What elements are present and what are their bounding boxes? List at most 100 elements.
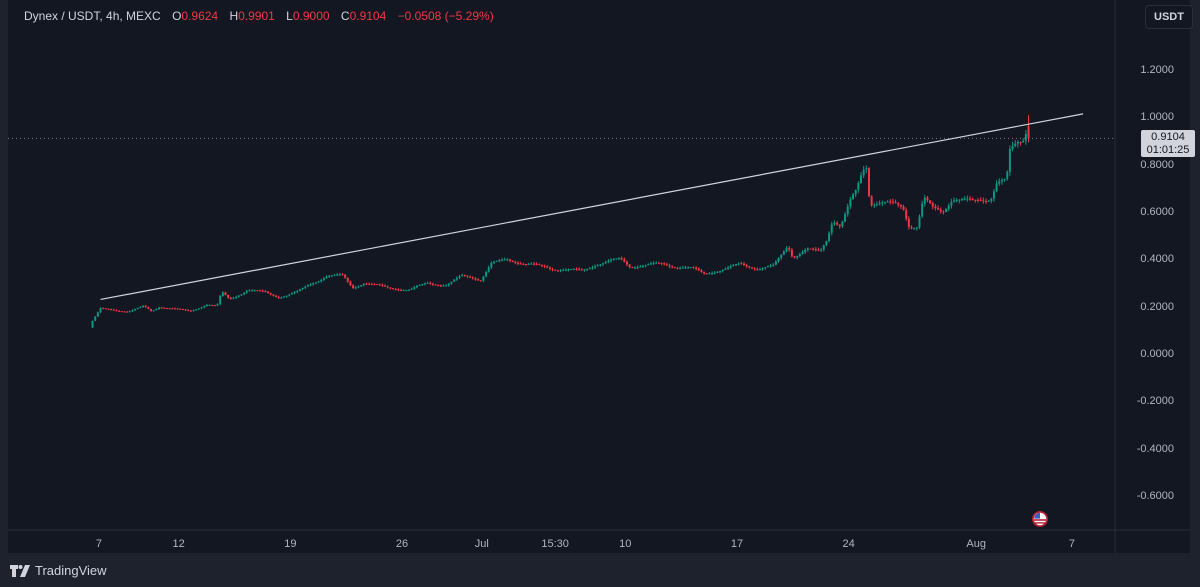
candle-body <box>599 264 602 266</box>
candle-body <box>564 269 567 271</box>
candle-body <box>176 308 179 310</box>
price-tick-label: 0.4000 <box>1140 253 1174 266</box>
candle-body <box>660 262 663 264</box>
candle-body <box>570 269 573 271</box>
candle-body <box>891 201 894 203</box>
candle-body <box>160 307 163 309</box>
candle-body <box>889 201 892 203</box>
candle-body <box>516 262 519 264</box>
candle-body <box>681 267 684 269</box>
candle-body <box>301 287 304 290</box>
candle-body <box>426 282 429 284</box>
candle-body <box>397 289 400 291</box>
candle-body <box>761 268 764 270</box>
candle-body <box>296 290 299 293</box>
candle-body <box>376 284 379 286</box>
price-tick-label: 0.8000 <box>1140 158 1174 171</box>
candle-body <box>320 279 323 282</box>
candle-body <box>758 269 761 271</box>
candle-body <box>1000 180 1003 182</box>
candle-body <box>588 268 591 270</box>
candle-body <box>298 289 301 291</box>
candle-body <box>538 264 541 266</box>
low-label: L <box>286 9 293 23</box>
candle-body <box>875 204 878 206</box>
currency-unit-button[interactable]: USDT <box>1145 5 1193 29</box>
candle-body <box>368 283 371 285</box>
candle-body <box>833 222 836 225</box>
candle-body <box>227 294 230 298</box>
candle-body <box>870 196 873 206</box>
candle-body <box>314 282 317 284</box>
candle-body <box>812 248 815 250</box>
candle-body <box>163 307 166 309</box>
price-chart[interactable] <box>8 0 1190 553</box>
candle-body <box>490 262 493 268</box>
candle-body <box>854 189 857 195</box>
candle-body <box>253 290 256 292</box>
candle-body <box>602 263 605 265</box>
candle-body <box>804 250 807 253</box>
candle-body <box>418 284 421 286</box>
candle-body <box>123 311 126 313</box>
candle-body <box>437 285 440 287</box>
us-flag-icon[interactable] <box>1031 510 1049 528</box>
candle-body <box>772 264 775 266</box>
time-tick-label: Aug <box>966 538 987 550</box>
candle-body <box>219 296 222 305</box>
price-tick-label: 0.2000 <box>1140 300 1174 313</box>
candle-body <box>841 221 844 227</box>
candle-body <box>485 271 488 277</box>
symbol-title[interactable]: Dynex / USDT, 4h, MEXC <box>24 9 161 23</box>
candle-body <box>976 199 979 201</box>
candle-body <box>782 251 785 255</box>
candle-body <box>152 310 155 312</box>
candle-body <box>392 288 395 290</box>
candle-body <box>790 249 793 257</box>
price-tick-label: 1.2000 <box>1140 63 1174 76</box>
candle-body <box>312 283 315 285</box>
candle-body <box>591 267 594 269</box>
candle-body <box>620 258 623 260</box>
candle-body <box>711 273 714 275</box>
candle-body <box>293 292 296 294</box>
candle-body <box>514 261 517 263</box>
time-tick-label: 12 <box>172 538 185 550</box>
candle-body <box>431 283 434 285</box>
candle-body <box>639 266 642 268</box>
candle-body <box>405 289 408 291</box>
candle-body <box>865 168 868 170</box>
candle-body <box>628 264 631 268</box>
candle-body <box>126 311 129 313</box>
candle-body <box>333 274 336 276</box>
candle-body <box>671 266 674 268</box>
candle-body <box>232 297 235 299</box>
candle-body <box>237 295 240 297</box>
candle-body <box>381 284 384 286</box>
candle-body <box>679 267 682 269</box>
candle-body <box>248 290 251 292</box>
candle-body <box>120 311 123 313</box>
candle-body <box>998 181 1001 184</box>
candle-body <box>362 283 365 286</box>
footer-branding[interactable]: TradingView <box>10 563 107 578</box>
candle-body <box>509 259 512 261</box>
candle-body <box>764 267 767 269</box>
candle-body <box>626 261 629 265</box>
candle-body <box>498 260 501 262</box>
candle-body <box>1024 134 1027 141</box>
candle-body <box>546 266 549 268</box>
candle-body <box>649 263 652 265</box>
candle-body <box>458 276 461 278</box>
price-tick-label: 0.6000 <box>1140 205 1174 218</box>
candle-body <box>1027 126 1030 139</box>
candle-body <box>413 287 416 289</box>
candle-body <box>862 169 865 176</box>
candle-body <box>243 292 246 295</box>
candle-body <box>407 289 410 291</box>
chart-pane[interactable]: Dynex / USDT, 4h, MEXC O0.9624 H0.9901 L… <box>8 0 1195 553</box>
candle-body <box>261 290 264 292</box>
candle-body <box>530 263 533 265</box>
candle-body <box>915 227 918 229</box>
candle-body <box>360 285 363 287</box>
